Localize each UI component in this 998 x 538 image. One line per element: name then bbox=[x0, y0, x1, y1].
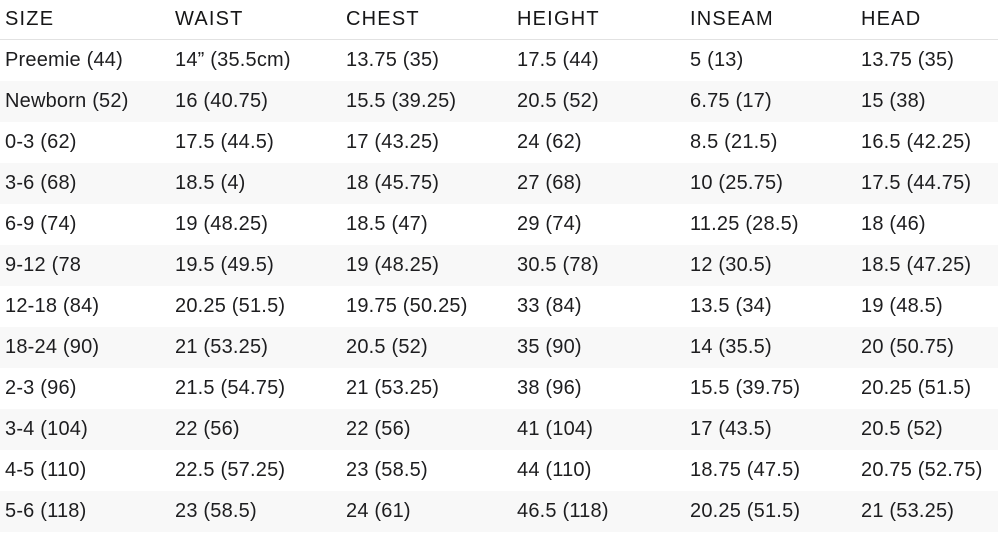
cell-size: 18-24 (90) bbox=[5, 336, 100, 358]
cell-head: 18 (46) bbox=[861, 213, 926, 235]
cell-waist: 23 (58.5) bbox=[175, 500, 257, 522]
cell-inseam: 6.75 (17) bbox=[690, 90, 772, 112]
cell-inseam: 18.75 (47.5) bbox=[690, 459, 801, 481]
cell-head: 18.5 (47.25) bbox=[861, 254, 972, 276]
cell-size: Preemie (44) bbox=[5, 49, 123, 71]
cell-inseam: 17 (43.5) bbox=[690, 418, 772, 440]
cell-chest: 20.5 (52) bbox=[346, 336, 428, 358]
cell-waist: 17.5 (44.5) bbox=[175, 131, 274, 153]
cell-chest: 19 (48.25) bbox=[346, 254, 440, 276]
cell-head: 21 (53.25) bbox=[861, 500, 955, 522]
cell-inseam: 10 (25.75) bbox=[690, 172, 784, 194]
cell-head: 16.5 (42.25) bbox=[861, 131, 972, 153]
cell-waist: 19 (48.25) bbox=[175, 213, 269, 235]
cell-waist: 22 (56) bbox=[175, 418, 240, 440]
cell-height: 27 (68) bbox=[517, 172, 582, 194]
cell-waist: 20.25 (51.5) bbox=[175, 295, 286, 317]
cell-size: 5-6 (118) bbox=[5, 500, 87, 522]
header-row: SIZE WAIST CHEST HEIGHT INSEAM HEAD bbox=[0, 0, 998, 40]
cell-height: 20.5 (52) bbox=[517, 90, 599, 112]
table-row: 6-9 (74) 19 (48.25) 18.5 (47) 29 (74) 11… bbox=[0, 204, 998, 245]
cell-height: 35 (90) bbox=[517, 336, 582, 358]
column-header-head: HEAD bbox=[856, 0, 998, 40]
cell-size: 6-9 (74) bbox=[5, 213, 77, 235]
column-header-height: HEIGHT bbox=[512, 0, 685, 40]
cell-waist: 19.5 (49.5) bbox=[175, 254, 274, 276]
cell-chest: 18 (45.75) bbox=[346, 172, 440, 194]
column-header-waist: WAIST bbox=[170, 0, 341, 40]
size-chart-body: Preemie (44) 14” (35.5cm) 13.75 (35) 17.… bbox=[0, 39, 998, 532]
cell-size: 4-5 (110) bbox=[5, 459, 87, 481]
cell-head: 20.75 (52.75) bbox=[861, 459, 983, 481]
cell-chest: 18.5 (47) bbox=[346, 213, 428, 235]
cell-height: 29 (74) bbox=[517, 213, 582, 235]
cell-waist: 14” (35.5cm) bbox=[175, 49, 291, 71]
table-row: 5-6 (118) 23 (58.5) 24 (61) 46.5 (118) 2… bbox=[0, 491, 998, 532]
cell-inseam: 13.5 (34) bbox=[690, 295, 772, 317]
cell-head: 20.5 (52) bbox=[861, 418, 943, 440]
cell-waist: 21.5 (54.75) bbox=[175, 377, 286, 399]
table-row: 9-12 (78 19.5 (49.5) 19 (48.25) 30.5 (78… bbox=[0, 245, 998, 286]
cell-size: Newborn (52) bbox=[5, 90, 129, 112]
cell-waist: 16 (40.75) bbox=[175, 90, 269, 112]
cell-head: 20 (50.75) bbox=[861, 336, 955, 358]
cell-size: 9-12 (78 bbox=[5, 254, 82, 276]
cell-size: 3-6 (68) bbox=[5, 172, 77, 194]
cell-waist: 21 (53.25) bbox=[175, 336, 269, 358]
cell-height: 33 (84) bbox=[517, 295, 582, 317]
table-row: 2-3 (96) 21.5 (54.75) 21 (53.25) 38 (96)… bbox=[0, 368, 998, 409]
cell-height: 46.5 (118) bbox=[517, 500, 609, 522]
cell-waist: 22.5 (57.25) bbox=[175, 459, 286, 481]
table-row: 4-5 (110) 22.5 (57.25) 23 (58.5) 44 (110… bbox=[0, 450, 998, 491]
cell-chest: 19.75 (50.25) bbox=[346, 295, 468, 317]
cell-inseam: 12 (30.5) bbox=[690, 254, 772, 276]
cell-chest: 22 (56) bbox=[346, 418, 411, 440]
cell-chest: 21 (53.25) bbox=[346, 377, 440, 399]
cell-head: 15 (38) bbox=[861, 90, 926, 112]
column-header-chest: CHEST bbox=[341, 0, 512, 40]
cell-inseam: 11.25 (28.5) bbox=[690, 213, 799, 235]
cell-head: 20.25 (51.5) bbox=[861, 377, 972, 399]
cell-chest: 13.75 (35) bbox=[346, 49, 440, 71]
column-header-size: SIZE bbox=[0, 0, 170, 40]
cell-height: 41 (104) bbox=[517, 418, 594, 440]
cell-size: 0-3 (62) bbox=[5, 131, 77, 153]
table-row: 12-18 (84) 20.25 (51.5) 19.75 (50.25) 33… bbox=[0, 286, 998, 327]
cell-height: 24 (62) bbox=[517, 131, 582, 153]
cell-chest: 23 (58.5) bbox=[346, 459, 428, 481]
cell-chest: 17 (43.25) bbox=[346, 131, 440, 153]
cell-chest: 15.5 (39.25) bbox=[346, 90, 457, 112]
cell-head: 19 (48.5) bbox=[861, 295, 943, 317]
table-row: Newborn (52) 16 (40.75) 15.5 (39.25) 20.… bbox=[0, 81, 998, 122]
cell-height: 30.5 (78) bbox=[517, 254, 599, 276]
cell-size: 2-3 (96) bbox=[5, 377, 77, 399]
cell-inseam: 15.5 (39.75) bbox=[690, 377, 801, 399]
cell-chest: 24 (61) bbox=[346, 500, 411, 522]
column-header-inseam: INSEAM bbox=[685, 0, 856, 40]
cell-waist: 18.5 (4) bbox=[175, 172, 246, 194]
size-chart-header: SIZE WAIST CHEST HEIGHT INSEAM HEAD bbox=[0, 0, 998, 40]
cell-inseam: 5 (13) bbox=[690, 49, 744, 71]
cell-height: 38 (96) bbox=[517, 377, 582, 399]
cell-height: 17.5 (44) bbox=[517, 49, 599, 71]
cell-head: 13.75 (35) bbox=[861, 49, 955, 71]
table-row: 0-3 (62) 17.5 (44.5) 17 (43.25) 24 (62) … bbox=[0, 122, 998, 163]
cell-inseam: 20.25 (51.5) bbox=[690, 500, 801, 522]
table-row: Preemie (44) 14” (35.5cm) 13.75 (35) 17.… bbox=[0, 39, 998, 81]
cell-size: 3-4 (104) bbox=[5, 418, 88, 440]
table-row: 18-24 (90) 21 (53.25) 20.5 (52) 35 (90) … bbox=[0, 327, 998, 368]
cell-inseam: 8.5 (21.5) bbox=[690, 131, 778, 153]
cell-inseam: 14 (35.5) bbox=[690, 336, 772, 358]
table-row: 3-6 (68) 18.5 (4) 18 (45.75) 27 (68) 10 … bbox=[0, 163, 998, 204]
cell-size: 12-18 (84) bbox=[5, 295, 100, 317]
table-row: 3-4 (104) 22 (56) 22 (56) 41 (104) 17 (4… bbox=[0, 409, 998, 450]
cell-height: 44 (110) bbox=[517, 459, 592, 481]
cell-head: 17.5 (44.75) bbox=[861, 172, 972, 194]
